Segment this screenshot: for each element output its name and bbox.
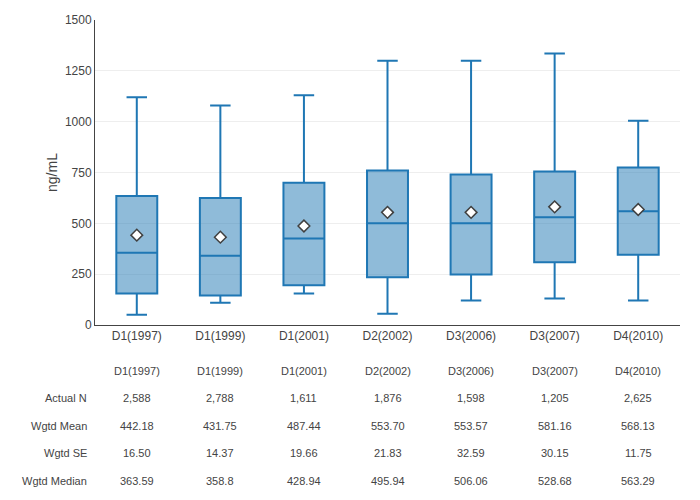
svg-text:1,876: 1,876 (374, 392, 402, 404)
svg-text:553.57: 553.57 (454, 420, 488, 432)
svg-text:D1(1999): D1(1999) (197, 365, 243, 377)
svg-text:750: 750 (72, 166, 92, 180)
svg-text:2,788: 2,788 (206, 392, 234, 404)
svg-text:D1(2001): D1(2001) (279, 329, 329, 343)
svg-text:ng/mL: ng/mL (44, 153, 60, 192)
svg-text:1,598: 1,598 (457, 392, 485, 404)
svg-text:Wgtd SE: Wgtd SE (44, 447, 87, 459)
svg-text:2,625: 2,625 (624, 392, 652, 404)
svg-text:553.70: 553.70 (371, 420, 405, 432)
svg-text:D1(1997): D1(1997) (114, 365, 160, 377)
svg-text:431.75: 431.75 (203, 420, 237, 432)
svg-text:D4(2010): D4(2010) (613, 329, 663, 343)
svg-text:16.50: 16.50 (123, 447, 151, 459)
svg-text:1,611: 1,611 (290, 392, 317, 404)
svg-text:Wgtd Median: Wgtd Median (22, 475, 87, 487)
svg-text:D3(2007): D3(2007) (532, 365, 578, 377)
svg-text:495.94: 495.94 (371, 475, 405, 487)
svg-text:2,588: 2,588 (123, 392, 151, 404)
svg-text:250: 250 (72, 267, 92, 281)
svg-text:528.68: 528.68 (538, 475, 572, 487)
svg-text:D2(2002): D2(2002) (365, 365, 411, 377)
svg-text:D2(2002): D2(2002) (362, 329, 412, 343)
svg-text:0: 0 (85, 318, 92, 332)
svg-text:D3(2006): D3(2006) (448, 365, 494, 377)
svg-text:D4(2010): D4(2010) (615, 365, 661, 377)
svg-text:Wgtd Mean: Wgtd Mean (31, 420, 87, 432)
svg-text:568.13: 568.13 (621, 420, 655, 432)
svg-text:32.59: 32.59 (457, 447, 485, 459)
svg-text:500: 500 (72, 217, 92, 231)
svg-text:30.15: 30.15 (541, 447, 569, 459)
svg-text:442.18: 442.18 (120, 420, 154, 432)
svg-text:1500: 1500 (65, 13, 92, 27)
svg-text:21.83: 21.83 (374, 447, 402, 459)
svg-text:563.29: 563.29 (621, 475, 655, 487)
svg-text:19.66: 19.66 (290, 447, 318, 459)
svg-text:11.75: 11.75 (625, 447, 652, 459)
svg-text:D1(1997): D1(1997) (112, 329, 162, 343)
svg-text:D3(2006): D3(2006) (446, 329, 496, 343)
svg-text:14.37: 14.37 (206, 447, 234, 459)
svg-text:506.06: 506.06 (454, 475, 488, 487)
svg-text:581.16: 581.16 (538, 420, 572, 432)
svg-text:1250: 1250 (65, 64, 92, 78)
svg-text:363.59: 363.59 (120, 475, 154, 487)
svg-text:358.8: 358.8 (206, 475, 234, 487)
svg-text:Actual N: Actual N (45, 392, 87, 404)
svg-text:D1(1999): D1(1999) (195, 329, 245, 343)
svg-text:487.44: 487.44 (287, 420, 321, 432)
svg-text:D3(2007): D3(2007) (530, 329, 580, 343)
svg-text:428.94: 428.94 (287, 475, 321, 487)
svg-text:1,205: 1,205 (541, 392, 569, 404)
svg-text:1000: 1000 (65, 115, 92, 129)
svg-text:D1(2001): D1(2001) (281, 365, 327, 377)
